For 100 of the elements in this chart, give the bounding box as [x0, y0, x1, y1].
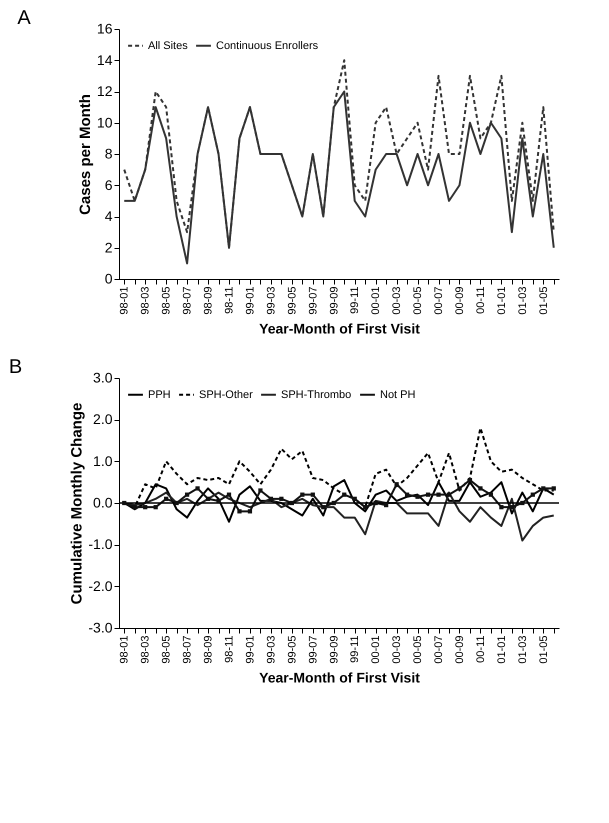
- point: [332, 500, 336, 506]
- x-tick-label: 01-01: [496, 286, 508, 315]
- x-tick-label: 01-01: [496, 636, 508, 664]
- x-tick-label: 98-09: [202, 286, 215, 315]
- x-tick-label: 98-11: [224, 636, 236, 663]
- point: [248, 509, 252, 514]
- point: [426, 492, 430, 497]
- x-tick-label: 01-05: [538, 286, 550, 315]
- x-tick-label: 00-03: [391, 286, 404, 315]
- x-tick-label: 98-05: [160, 636, 173, 664]
- x-tick-label: 99-09: [328, 286, 340, 315]
- x-tick-label: 99-09: [328, 636, 340, 664]
- y-tick-label: 4: [104, 208, 113, 224]
- point: [436, 492, 441, 497]
- x-tick-label: 99-07: [307, 636, 320, 664]
- point: [541, 486, 546, 491]
- point: [226, 492, 232, 497]
- point: [237, 509, 242, 514]
- x-tick-label: 99-11: [349, 286, 362, 314]
- point: [374, 500, 378, 506]
- x-tick-label: 99-03: [265, 286, 278, 315]
- y-tick-label: 0.0: [93, 494, 113, 510]
- y-tick-label: 1.0: [93, 452, 113, 469]
- x-tick-label: 01-05: [538, 636, 550, 664]
- point: [164, 496, 168, 501]
- y-axis-title: Cases per Month: [76, 94, 94, 215]
- legend-label: Not PH: [380, 388, 416, 401]
- y-tick-label: -2.0: [88, 578, 113, 594]
- point: [404, 492, 410, 497]
- y-tick-label: 0: [104, 270, 113, 286]
- y-tick-label: 12: [96, 83, 113, 99]
- x-tick-label: 99-05: [286, 636, 298, 664]
- y-tick-label: 14: [96, 52, 113, 68]
- x-tick-label: 98-03: [140, 636, 152, 664]
- point: [352, 496, 357, 501]
- x-tick-label: 98-05: [160, 286, 173, 315]
- point: [122, 500, 126, 506]
- point: [446, 492, 452, 497]
- x-tick-label: 98-01: [118, 636, 131, 664]
- point: [184, 492, 190, 497]
- point: [552, 486, 556, 491]
- x-tick-label: 00-07: [433, 286, 446, 315]
- x-tick-label: 00-11: [474, 286, 487, 314]
- x-tick-label: 98-07: [182, 636, 194, 664]
- x-tick-label: 00-09: [454, 286, 466, 315]
- point: [520, 500, 524, 506]
- x-tick-label: 99-11: [349, 636, 362, 663]
- y-tick-label: -3.0: [88, 620, 113, 636]
- x-tick-label: 99-05: [286, 286, 298, 315]
- legend-label: SPH-Thrombo: [281, 388, 352, 401]
- x-tick-label: 98-11: [224, 286, 236, 314]
- point: [510, 505, 514, 510]
- x-tick-label: 98-03: [140, 286, 152, 315]
- x-axis-title: Year-Month of First Visit: [259, 320, 420, 337]
- point: [530, 492, 535, 497]
- point: [342, 492, 346, 497]
- point: [132, 505, 137, 510]
- y-tick-label: -1.0: [88, 536, 113, 552]
- x-tick-label: 00-05: [412, 636, 424, 664]
- point: [363, 505, 368, 510]
- chart-title: B: [8, 356, 22, 378]
- y-tick-label: 3.0: [93, 370, 113, 386]
- x-tick-label: 00-01: [370, 286, 382, 315]
- point: [268, 496, 274, 501]
- x-tick-label: 00-01: [370, 636, 382, 664]
- x-tick-label: 00-09: [454, 636, 466, 664]
- y-axis-title: Cumulative Monthly Change: [68, 402, 86, 604]
- x-tick-label: 00-11: [474, 636, 487, 663]
- x-tick-label: 98-07: [182, 286, 194, 315]
- y-tick-label: 8: [104, 146, 113, 162]
- point: [310, 492, 315, 497]
- x-tick-label: 98-01: [118, 286, 131, 315]
- point: [499, 505, 504, 510]
- x-tick-label: 98-09: [202, 636, 215, 664]
- x-tick-label: 00-07: [433, 636, 446, 664]
- y-tick-label: 2.0: [93, 411, 113, 428]
- point: [143, 505, 148, 510]
- legend-label: Continuous Enrollers: [216, 40, 319, 52]
- x-tick-label: 00-05: [412, 286, 424, 315]
- point: [415, 494, 420, 499]
- x-tick-label: 00-03: [391, 636, 404, 664]
- x-tick-label: 99-03: [265, 636, 278, 664]
- legend-label: All Sites: [148, 40, 188, 52]
- x-tick-label: 01-03: [516, 636, 529, 664]
- point: [488, 492, 494, 497]
- point: [300, 492, 304, 497]
- x-axis-title: Year-Month of First Visit: [259, 670, 420, 686]
- y-tick-label: 10: [96, 114, 113, 130]
- legend-label: SPH-Other: [199, 388, 254, 401]
- point: [321, 505, 326, 510]
- x-tick-label: 99-01: [244, 286, 256, 315]
- x-tick-label: 99-07: [307, 286, 320, 315]
- x-tick-label: 01-03: [516, 286, 529, 315]
- legend-label: PPH: [148, 388, 171, 401]
- point: [279, 496, 284, 501]
- point: [154, 505, 158, 510]
- chart-title: A: [17, 7, 32, 29]
- point: [394, 482, 399, 486]
- point: [290, 500, 294, 506]
- point: [206, 496, 210, 501]
